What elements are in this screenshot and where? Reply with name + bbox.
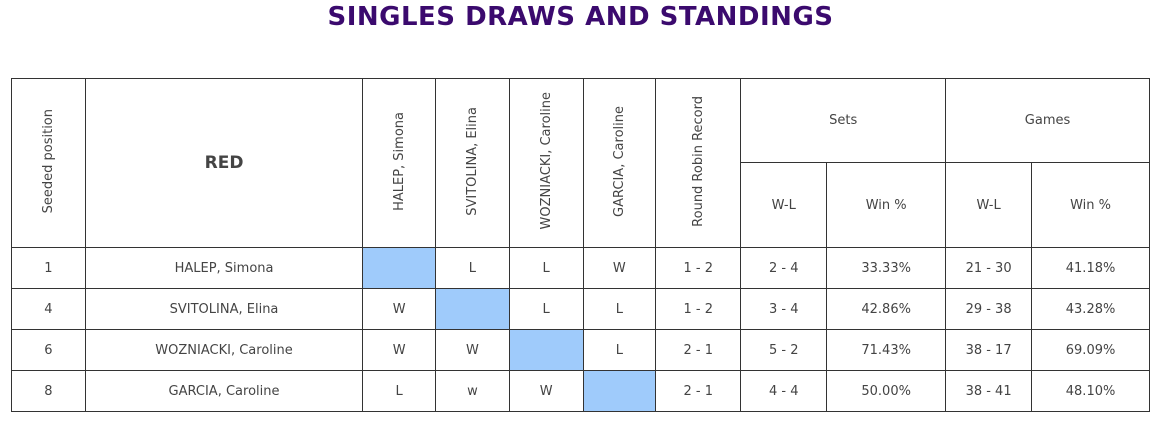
header-sets: Sets — [740, 78, 947, 163]
player-name: GARCIA, Caroline — [84, 370, 364, 412]
sets-wl-cell: 2 - 4 — [740, 247, 828, 289]
table-row: 1 HALEP, Simona L L W 1 - 2 2 - 4 33.33%… — [11, 247, 1150, 289]
header-opponent-label: HALEP, Simona — [391, 111, 407, 211]
games-pct-cell: 41.18% — [1031, 247, 1150, 289]
result-cell: W — [362, 288, 437, 330]
group-name: RED — [204, 153, 244, 173]
table-row: 6 WOZNIACKI, Caroline W W L 2 - 1 5 - 2 … — [11, 329, 1150, 371]
header-opponent-svitolina: SVITOLINA, Elina — [435, 78, 510, 248]
result-cell: L — [582, 288, 657, 330]
header-seeded-position: Seeded position — [11, 78, 86, 248]
result-cell: W — [362, 329, 437, 371]
header-opponent-halep: HALEP, Simona — [362, 78, 437, 248]
seed-cell: 1 — [11, 247, 86, 289]
header-opponent-label: WOZNIACKI, Caroline — [538, 92, 554, 230]
header-games: Games — [945, 78, 1150, 163]
result-cell: w — [435, 370, 510, 412]
header-sets-win-pct: Win % — [826, 162, 947, 248]
header-games-wl: W-L — [945, 162, 1033, 248]
header-opponent-label: GARCIA, Caroline — [611, 105, 627, 217]
result-cell: L — [362, 370, 437, 412]
self-match-cell — [362, 247, 437, 289]
sets-pct-cell: 33.33% — [826, 247, 947, 289]
seed-cell: 8 — [11, 370, 86, 412]
player-name: WOZNIACKI, Caroline — [84, 329, 364, 371]
header-opponent-garcia: GARCIA, Caroline — [582, 78, 657, 248]
header-group: RED — [84, 78, 364, 248]
header-seeded-position-label: Seeded position — [40, 108, 56, 214]
result-cell: L — [508, 247, 584, 289]
result-cell: L — [508, 288, 584, 330]
player-name: HALEP, Simona — [84, 247, 364, 289]
header-games-win-pct: Win % — [1031, 162, 1150, 248]
record-cell: 2 - 1 — [655, 329, 742, 371]
self-match-cell — [508, 329, 584, 371]
sets-wl-cell: 3 - 4 — [740, 288, 828, 330]
header-opponent-wozniacki: WOZNIACKI, Caroline — [508, 78, 584, 248]
seed-cell: 6 — [11, 329, 86, 371]
record-cell: 1 - 2 — [655, 247, 742, 289]
result-cell: W — [582, 247, 657, 289]
games-wl-cell: 21 - 30 — [945, 247, 1033, 289]
header-sets-wl: W-L — [740, 162, 828, 248]
sets-wl-cell: 5 - 2 — [740, 329, 828, 371]
header-round-robin-record: Round Robin Record — [655, 78, 742, 248]
sets-pct-cell: 42.86% — [826, 288, 947, 330]
result-cell: L — [435, 247, 510, 289]
result-cell: W — [508, 370, 584, 412]
games-pct-cell: 48.10% — [1031, 370, 1150, 412]
games-wl-cell: 38 - 41 — [945, 370, 1033, 412]
record-cell: 2 - 1 — [655, 370, 742, 412]
games-pct-cell: 69.09% — [1031, 329, 1150, 371]
record-cell: 1 - 2 — [655, 288, 742, 330]
games-wl-cell: 29 - 38 — [945, 288, 1033, 330]
seed-cell: 4 — [11, 288, 86, 330]
self-match-cell — [582, 370, 657, 412]
standings-table: Seeded position RED HALEP, Simona SVITOL… — [11, 78, 1150, 412]
table-row: 8 GARCIA, Caroline L w W 2 - 1 4 - 4 50.… — [11, 370, 1150, 412]
sets-pct-cell: 50.00% — [826, 370, 947, 412]
games-pct-cell: 43.28% — [1031, 288, 1150, 330]
table-row: 4 SVITOLINA, Elina W L L 1 - 2 3 - 4 42.… — [11, 288, 1150, 330]
sets-pct-cell: 71.43% — [826, 329, 947, 371]
result-cell: L — [582, 329, 657, 371]
header-round-robin-record-label: Round Robin Record — [690, 95, 706, 227]
page-title: SINGLES DRAWS AND STANDINGS — [327, 2, 834, 32]
games-wl-cell: 38 - 17 — [945, 329, 1033, 371]
result-cell: W — [435, 329, 510, 371]
self-match-cell — [435, 288, 510, 330]
sets-wl-cell: 4 - 4 — [740, 370, 828, 412]
player-name: SVITOLINA, Elina — [84, 288, 364, 330]
header-opponent-label: SVITOLINA, Elina — [464, 106, 480, 216]
